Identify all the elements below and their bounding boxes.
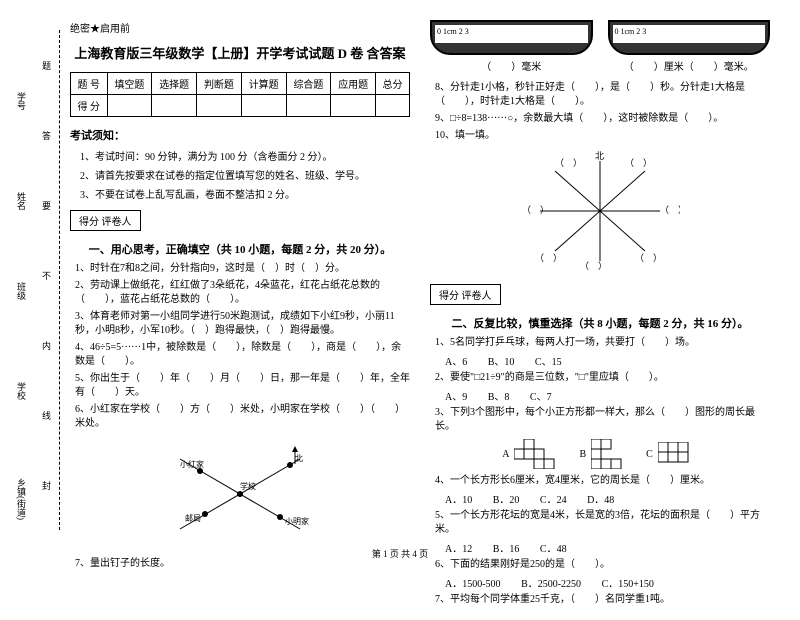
svg-text:（ ）: （ ） [555,158,582,168]
part2-title: 二、反复比较，慎重选择（共 8 小题，每题 2 分，共 16 分）。 [430,315,770,331]
sb-township: 乡镇(街道) [15,478,28,520]
th-6: 应用题 [331,73,376,95]
notice-title: 考试须知： [70,127,410,143]
choice-c: C、7 [530,388,552,403]
svg-text:（ ）: （ ） [625,158,652,168]
table-row: 题 号 填空题 选择题 判断题 计算题 综合题 应用题 总分 [71,73,410,95]
score-box-2: 得分 评卷人 [430,284,501,305]
ruler-2-label: （ ）厘米（ ）毫米。 [608,58,771,73]
choice-a: A．1500-500 [445,575,501,590]
shape-b: B [579,439,631,469]
q2-3: 3、下列3个图形中，每个小正方形都一样大，那么（ ）图形的周长最长。 [430,406,770,434]
confidential-mark: 绝密★启用前 [70,20,410,35]
q2-2: 2、要使"□21÷9"的商是三位数，"□"里应填（ ）。 [430,371,770,385]
page-footer: 第 1 页 共 4 页 [0,547,800,560]
choice-b: B．20 [493,491,520,506]
svg-text:学校: 学校 [240,481,256,491]
notice-item: 1、考试时间：90 分钟，满分为 100 分（含卷面分 2 分）。 [80,148,410,163]
svg-text:（ ）: （ ） [522,205,549,215]
q2-6-choices: A．1500-500 B．2500-2250 C．150+150 [430,575,770,590]
th-4: 计算题 [241,73,286,95]
svg-text:（ ）: （ ） [580,261,607,271]
sb-class: 班级 [15,282,28,300]
q1-10: 10、填一填。 [430,129,770,143]
svg-text:小红家: 小红家 [180,459,204,469]
q1-3: 3、体育老师对第一小组同学进行50米跑测试，成绩如下小红9秒，小丽11秒，小明8… [70,310,410,338]
notice-list: 1、考试时间：90 分钟，满分为 100 分（含卷面分 2 分）。 2、请首先按… [80,148,410,201]
choice-b: B、8 [488,388,510,403]
svg-text:北: 北 [295,454,303,463]
part1-title: 一、用心思考，正确填空（共 10 小题，每题 2 分，共 20 分）。 [70,241,410,257]
notice-item: 2、请首先按要求在试卷的指定位置填写您的姓名、班级、学号。 [80,167,410,182]
sb-mark-6: 题 [40,61,53,70]
sb-school: 学校 [15,382,28,400]
svg-text:（ ）: （ ） [535,253,562,263]
compass-diagram: 北 （ ） （ ） （ ） （ ） （ ） （ ） （ ） [430,151,770,271]
shape-c: C [646,442,698,467]
binding-sidebar: 乡镇(街道) 学校 班级 姓名 学号 封 线 内 不 要 答 题 [10,30,60,530]
q2-5: 5、一个长方形花坛的宽是4米，长是宽的3倍，花坛的面积是（ ）平方米。 [430,509,770,537]
choice-c: C．24 [540,491,567,506]
q2-1-choices: A、6 B、10 C、15 [430,353,770,368]
ruler-1: 0 1cm 2 3 （ ）毫米 [430,20,593,73]
q1-2: 2、劳动课上做纸花，红红做了3朵纸花，4朵蓝花，红花占纸花总数的（ ），蓝花占纸… [70,279,410,307]
th-5: 综合题 [286,73,331,95]
sb-mark-1: 线 [40,411,53,420]
exam-title: 上海教育版三年级数学【上册】开学考试试题 D 卷 含答案 [70,43,410,62]
left-column: 绝密★启用前 上海教育版三年级数学【上册】开学考试试题 D 卷 含答案 题 号 … [70,20,410,610]
right-column: 0 1cm 2 3 （ ）毫米 0 1cm 2 3 （ ）厘米（ ）毫米。 8、… [430,20,770,610]
choice-a: A、6 [445,353,467,368]
score-table: 题 号 填空题 选择题 判断题 计算题 综合题 应用题 总分 得 分 [70,72,410,117]
q1-5: 5、你出生于（ ）年（ ）月（ ）日，那一年是（ ）年，全年有（ ）天。 [70,372,410,400]
th-2: 选择题 [152,73,197,95]
sb-mark-2: 内 [40,341,53,350]
ruler-1-label: （ ）毫米 [430,58,593,73]
ruler-2: 0 1cm 2 3 （ ）厘米（ ）毫米。 [608,20,771,73]
sb-id: 学号 [15,92,28,110]
q1-4: 4、46÷5=5······1中，被除数是（ ），除数是（ ），商是（ ），余数… [70,341,410,369]
q2-4: 4、一个长方形长6厘米，宽4厘米，它的周长是（ ）厘米。 [430,474,770,488]
choice-a: A、9 [445,388,467,403]
q2-6: 6、下面的结果刚好是250的是（ ）。 [430,558,770,572]
svg-text:（ ）: （ ） [660,205,680,215]
sb-name: 姓名 [15,192,28,210]
sb-mark-3: 不 [40,271,53,280]
svg-text:小明家: 小明家 [285,516,309,526]
svg-text:（ ）: （ ） [635,253,662,263]
score-box-1: 得分 评卷人 [70,210,141,231]
q2-2-choices: A、9 B、8 C、7 [430,388,770,403]
choice-b: B．2500-2250 [521,575,581,590]
choice-a: A．10 [445,491,472,506]
th-7: 总分 [376,73,410,95]
svg-text:北: 北 [595,151,604,161]
q2-4-choices: A．10 B．20 C．24 D．48 [430,491,770,506]
page-container: 绝密★启用前 上海教育版三年级数学【上册】开学考试试题 D 卷 含答案 题 号 … [0,0,800,620]
sb-mark-4: 要 [40,201,53,210]
notice-item: 3、不要在试卷上乱写乱画，卷面不整洁扣 2 分。 [80,186,410,201]
choice-c: C、15 [535,353,562,368]
th-0: 题 号 [71,73,108,95]
svg-text:邮局: 邮局 [185,513,201,523]
table-row: 得 分 [71,95,410,117]
q2-7: 7、平均每个同学体重25千克，（ ）名同学重1吨。 [430,593,770,607]
shape-a: A [502,439,564,469]
q2-1: 1、5名同学打乒乓球，每两人打一场，共要打（ ）场。 [430,336,770,350]
sb-mark-5: 答 [40,131,53,140]
sb-mark-0: 封 [40,481,53,490]
choice-c: C．150+150 [602,575,654,590]
ruler-row: 0 1cm 2 3 （ ）毫米 0 1cm 2 3 （ ）厘米（ ）毫米。 [430,20,770,73]
direction-diagram: 学校 小红家 小明家 邮局 北 [70,439,410,549]
td-0: 得 分 [71,95,108,117]
th-1: 填空题 [107,73,152,95]
q1-1: 1、时针在7和8之间，分针指向9，这时是（ ）时（ ）分。 [70,262,410,276]
shape-row: A B C [430,439,770,469]
choice-b: B、10 [488,353,515,368]
choice-d: D．48 [587,491,614,506]
q1-8: 8、分针走1小格，秒针正好走（ ），是（ ）秒。分针走1大格是（ ），时针走1大… [430,81,770,109]
q1-9: 9、□÷8=138······○，余数最大填（ ），这时被除数是（ ）。 [430,112,770,126]
th-3: 判断题 [197,73,242,95]
q1-6: 6、小红家在学校（ ）方（ ）米处，小明家在学校（ ）（ ）米处。 [70,403,410,431]
